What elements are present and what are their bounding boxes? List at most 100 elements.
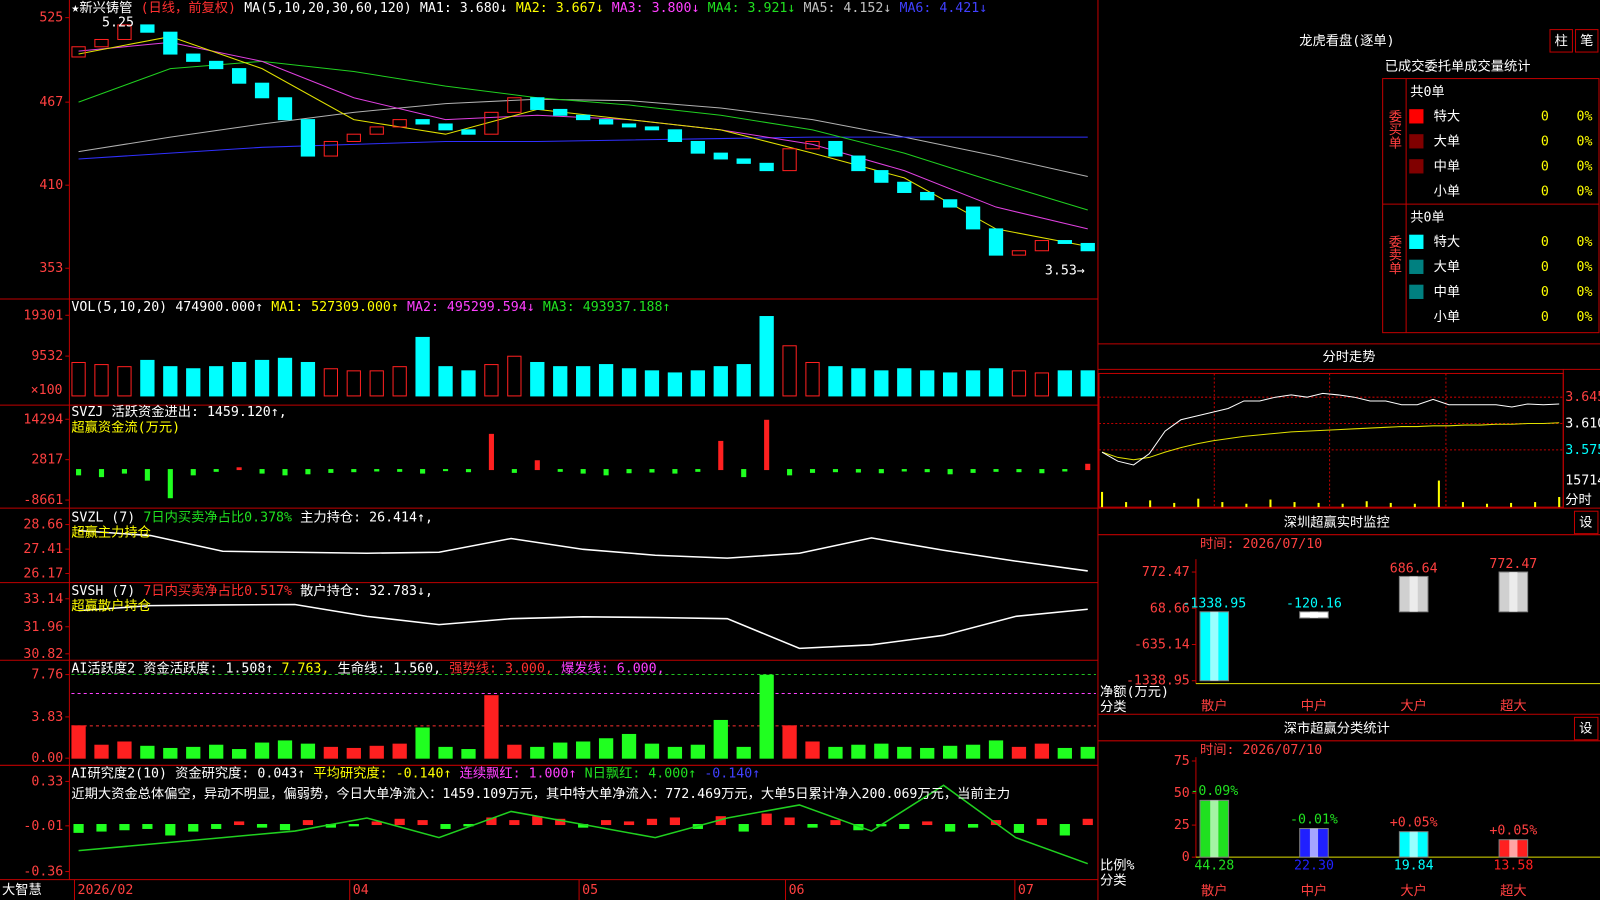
bar-shine [1210,611,1219,681]
row-pct: 0% [1577,285,1593,300]
candle [759,162,774,172]
y-tick-label: 772.47 [1142,565,1190,580]
toggle-button[interactable] [1575,29,1599,53]
indicator-bar [534,460,540,471]
y-tick-label: 3.83 [31,710,63,725]
row-name: 特大 [1434,108,1461,124]
y-tick-label: -635.14 [1134,638,1190,653]
volume-bar [1173,502,1176,508]
candle [874,170,889,183]
toggle-button-label[interactable]: 柱 [1555,33,1568,49]
indicator-bar [117,366,132,397]
candle [530,97,545,110]
indicator-bar [394,818,405,826]
indicator-bar [557,469,563,472]
category-label: 超大 [1500,698,1527,714]
candle [186,53,201,62]
indicator-bar [942,372,958,397]
header-part: 资金活跃度: 1.508↑ [143,660,273,676]
header-part: N日飘红: 4.000↑ [585,765,697,781]
indicator-bar [878,469,884,474]
header-part: 活跃资金进出: 1459.120↑, [112,404,287,420]
indicator-bar [787,469,793,476]
header-part: MA5: 4.152↓ [804,1,892,16]
change-label: +0.05% [1390,816,1438,831]
settings-button[interactable] [1573,510,1599,535]
indicator-bar [461,370,476,397]
candle [369,126,384,135]
indicator-bar [302,820,314,826]
indicator-bar [369,745,384,759]
toggle-button[interactable] [1549,29,1573,53]
swatch [1409,134,1424,149]
y-tick-label: 26.17 [23,566,63,581]
indicator-bar [576,741,591,759]
y-tick-label: -0.36 [23,865,63,880]
volume-bar [1293,502,1296,508]
indicator-bar [323,746,339,759]
category-label: 散户 [1201,697,1228,714]
indicator-bar [323,368,339,397]
indicator-bar [488,433,494,471]
high-annotation: 5.25 [102,15,134,30]
indicator-bar [901,469,907,472]
row-count: 0 [1541,109,1549,124]
category-label: 大户 [1400,697,1427,714]
y-tick-label: 0.33 [31,774,63,789]
header-part: 平均研究度: -0.140↑ [313,765,451,781]
volume-bar [1341,503,1344,508]
panel-header: VOL(5,10,20) 474900.000↑ MA1: 527309.000↑ M… [71,300,670,315]
group-total: 共0单 [1410,84,1444,100]
candle [231,68,247,84]
indicator-bar [993,469,999,472]
bar-shine [1509,572,1518,612]
indicator-bar [646,818,658,826]
indicator-bar [667,746,683,759]
volume-bar [1485,503,1489,508]
y-tick-label: 3.610 [1565,417,1600,432]
y-tick-label: 14294 [23,412,63,427]
settings-button-label[interactable]: 设 [1579,721,1592,737]
toggle-button-label[interactable]: 笔 [1580,33,1593,49]
indicator-bar [1085,463,1091,471]
candle [576,114,591,121]
indicator-bar [851,744,866,759]
bar-shine [1309,828,1319,858]
candle [851,155,866,172]
candle [1080,242,1095,252]
header-part: MA(5,10,20,30,60,120) [244,1,412,16]
indicator-bar [667,372,683,397]
indicator-bar [397,469,403,472]
indicator-bar [163,747,178,759]
indicator-bar [231,361,247,397]
time-label: 时间: 2026/07/10 [1200,742,1322,758]
indicator-bar [530,361,545,397]
settings-button[interactable] [1573,716,1599,741]
candle [690,140,705,154]
row-name: 特大 [1434,234,1461,250]
indicator-bar [828,746,843,759]
indicator-bar [1013,824,1025,833]
candle [782,148,797,172]
date-label: 04 [353,883,369,898]
header-part: MA3: 3.800↓ [612,1,700,16]
indicator-bar [1036,818,1047,826]
settings-button-label[interactable]: 设 [1579,514,1592,530]
indicator-bar [782,725,797,759]
row-count: 0 [1541,134,1549,149]
indicator-bar [94,364,109,397]
candle [392,119,407,128]
indicator-bar [213,469,219,472]
volume-bar [1437,480,1440,508]
axis-label: 比例% [1100,857,1135,873]
bar-shine [1509,839,1518,858]
indicator-bar [874,370,889,397]
volume-bar [1269,499,1272,508]
y-tick-label: 19301 [23,308,63,323]
indicator-bar [371,821,382,826]
volume-bar [1149,500,1152,508]
indicator-bar [117,741,132,759]
indicator-bar [438,746,453,759]
header-part: SVZJ [71,405,103,420]
candle [828,140,843,157]
